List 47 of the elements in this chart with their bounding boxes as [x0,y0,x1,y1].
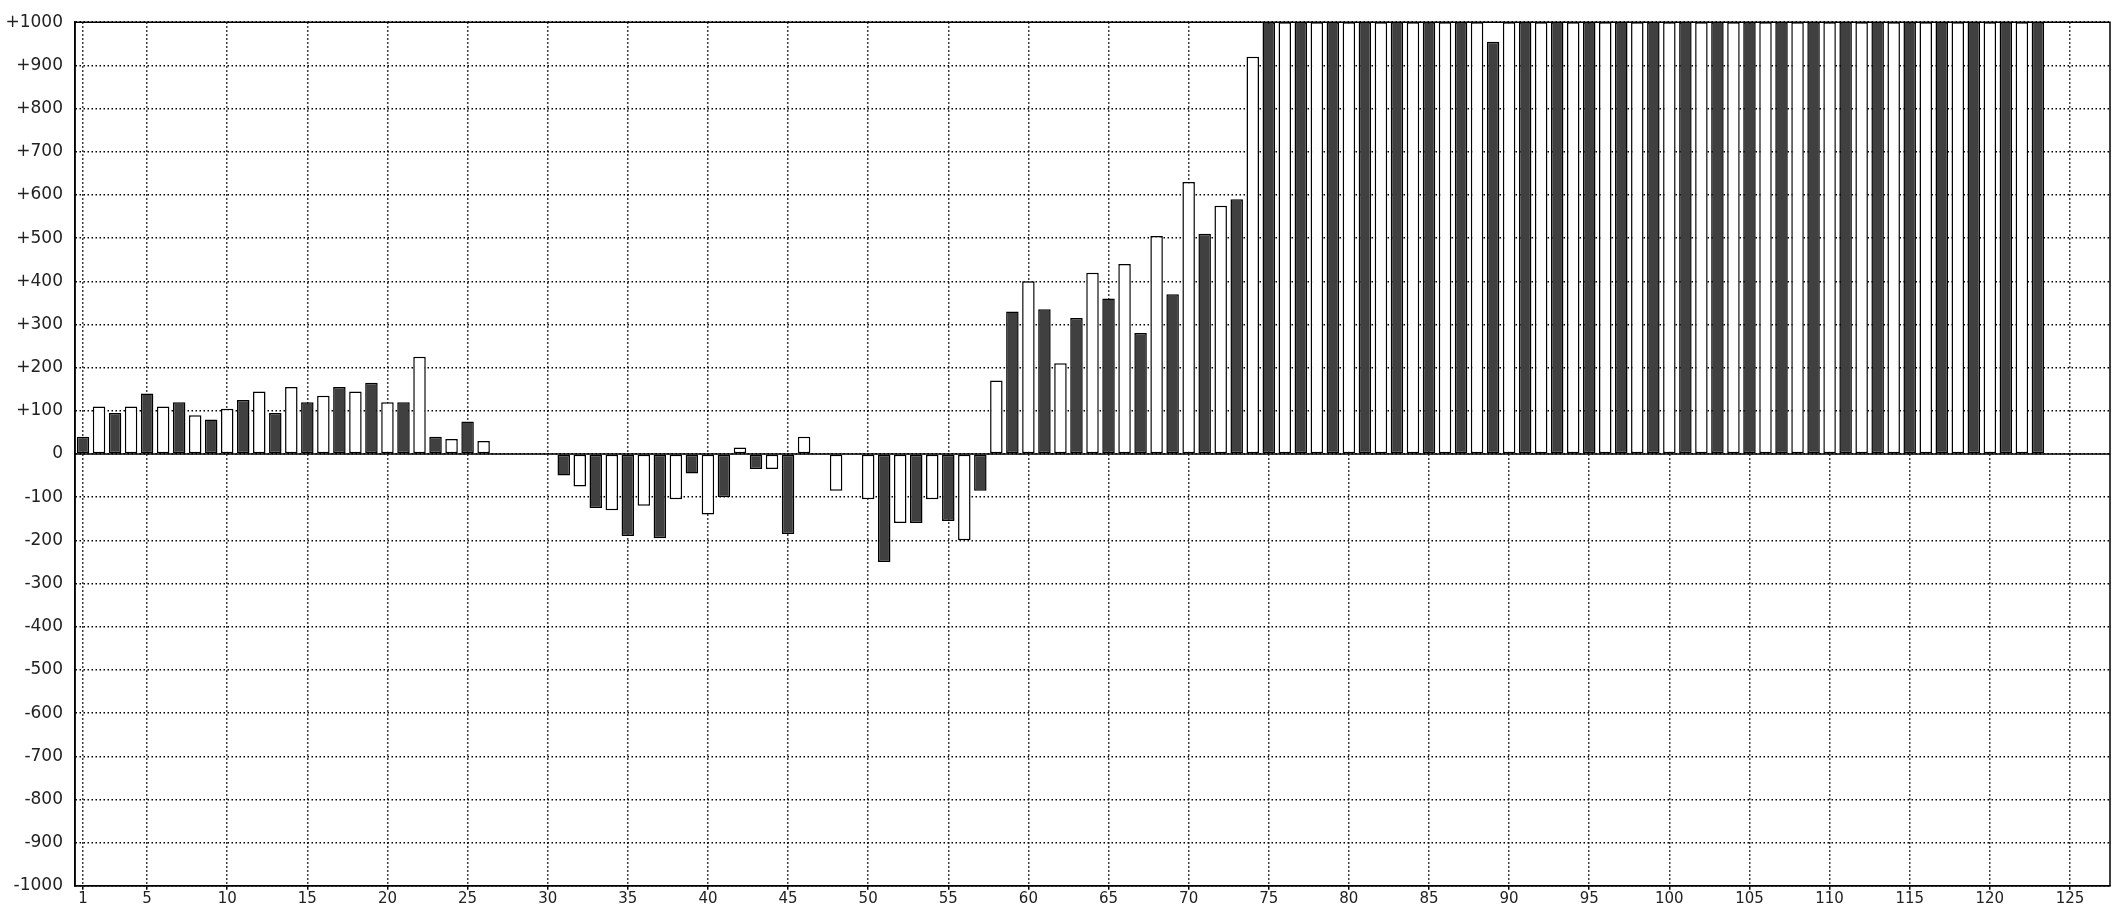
y-tick-label: -700 [24,744,63,765]
y-tick-label: +1000 [5,10,63,31]
x-tick-label: 90 [1499,888,1519,907]
y-tick-label: -500 [24,658,63,679]
y-tick-label: +200 [16,356,63,377]
x-tick-label: 5 [142,888,152,907]
x-tick-label: 25 [458,888,478,907]
x-tick-label: 1 [78,888,88,907]
y-tick-label: -300 [24,571,63,592]
x-tick-label: 55 [938,888,958,907]
x-tick-label: 100 [1655,888,1684,907]
y-tick-label: +800 [16,96,63,117]
x-tick-label: 40 [698,888,718,907]
y-tick-label: +900 [16,53,63,74]
x-tick-label: 70 [1179,888,1199,907]
x-tick-label: 45 [778,888,798,907]
y-tick-label: +100 [16,399,63,420]
y-tick-label: -200 [24,528,63,549]
x-tick-label: 15 [297,888,317,907]
y-tick-label: -800 [24,787,63,808]
x-tick-label: 85 [1419,888,1439,907]
y-tick-label: +700 [16,140,63,161]
x-tick-label: 35 [618,888,638,907]
x-tick-label: 95 [1579,888,1599,907]
y-tick-label: -600 [24,701,63,722]
x-tick-label: 120 [1975,888,2005,907]
x-tick-label: 30 [538,888,558,907]
x-tick-label: 115 [1895,888,1925,907]
y-tick-label: -1000 [13,874,63,895]
x-tick-label: 60 [1018,888,1038,907]
x-tick-label: 65 [1098,888,1119,907]
x-tick-label: 80 [1339,888,1359,907]
y-tick-label: 0 [52,442,63,463]
x-tick-label: 50 [858,888,878,907]
x-tick-label: 110 [1815,888,1844,907]
x-tick-label: 10 [217,888,237,907]
y-tick-label: +300 [16,312,63,333]
y-tick-label: +400 [16,269,63,290]
x-tick-label: 105 [1735,888,1764,907]
y-tick-label: +600 [16,183,63,204]
y-tick-label: -900 [24,831,63,852]
x-tick-label: 125 [2055,888,2085,907]
y-tick-label: -400 [24,615,63,636]
x-tick-label: 20 [377,888,398,907]
x-tick-label: 75 [1259,888,1279,907]
y-tick-label: +500 [16,226,63,247]
y-tick-label: -100 [24,485,63,506]
